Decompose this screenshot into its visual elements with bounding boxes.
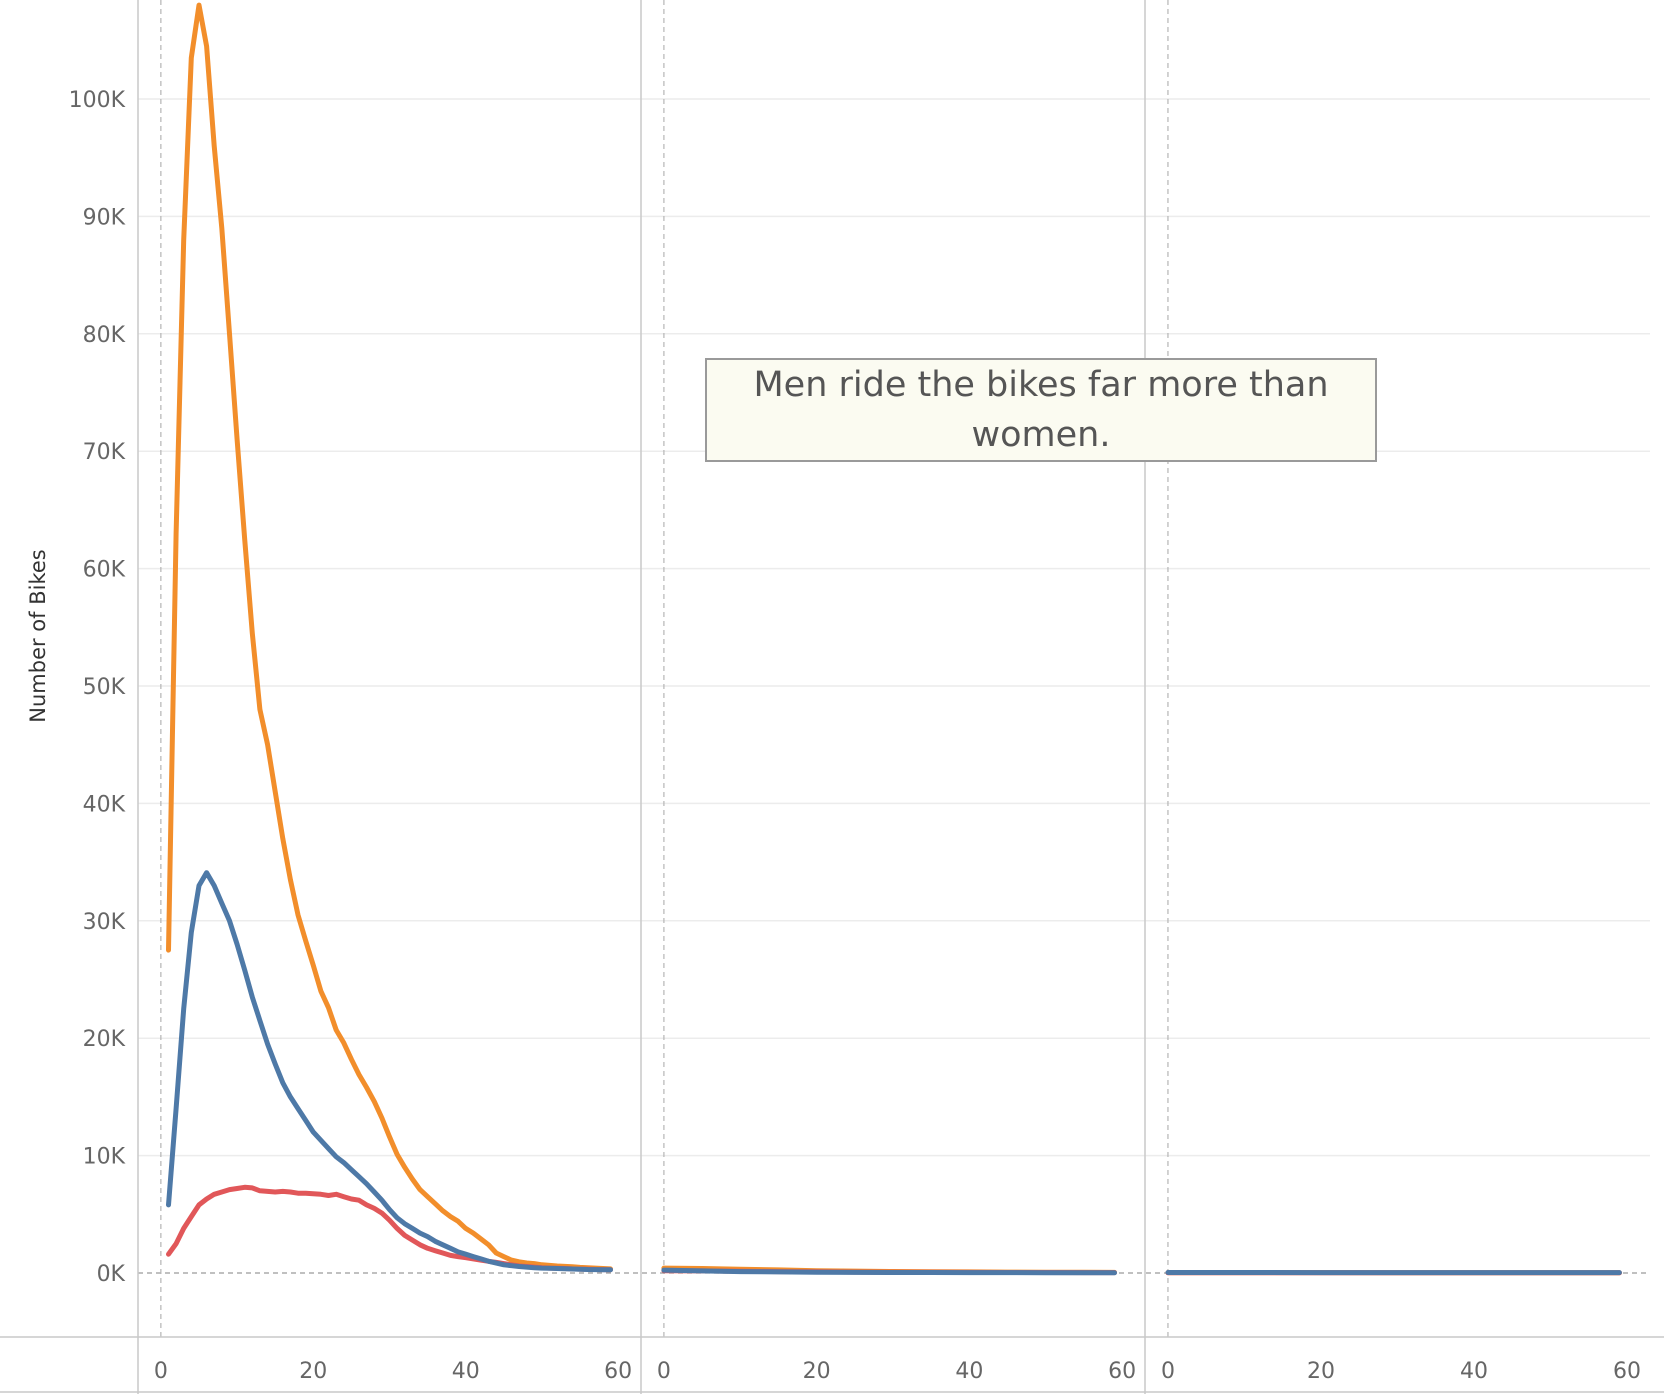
y-tick-label: 30K	[83, 910, 126, 935]
y-tick-label: 70K	[83, 440, 126, 465]
y-tick-label: 0K	[97, 1262, 126, 1287]
grid-layer	[138, 0, 1650, 1337]
y-tick-label: 90K	[83, 205, 126, 230]
series-line	[661, 1267, 1117, 1276]
y-axis-title: Number of Bikes	[26, 549, 50, 722]
x-tick-label: 0	[154, 1359, 168, 1384]
x-tick-label: 20	[803, 1359, 831, 1384]
series-layer	[166, 2, 1622, 1276]
x-tick-label: 60	[1613, 1359, 1641, 1384]
x-tick-label: 40	[452, 1359, 480, 1384]
x-tick-label: 20	[1307, 1359, 1335, 1384]
y-tick-label: 10K	[83, 1145, 126, 1170]
y-axis-tick-labels: 0K 10K 20K 30K 40K 50K 60K 70K 80K 90K 100K	[69, 88, 126, 1287]
x-axis-tick-labels: 0 20 40 60 0 20 40 60 0 20 40 60	[154, 1359, 1641, 1384]
annotation-box: Men ride the bikes far more than women.	[705, 358, 1377, 462]
series-line	[166, 1184, 613, 1273]
annotation-text: Men ride the bikes far more than women.	[753, 365, 1329, 455]
y-tick-label: 60K	[83, 558, 126, 583]
x-tick-label: 60	[1108, 1359, 1136, 1384]
y-tick-label: 50K	[83, 675, 126, 700]
y-tick-label: 100K	[69, 88, 126, 113]
y-tick-label: 20K	[83, 1027, 126, 1052]
x-tick-label: 0	[1161, 1359, 1175, 1384]
x-tick-label: 40	[955, 1359, 983, 1384]
series-line	[166, 870, 613, 1273]
y-tick-label: 80K	[83, 323, 126, 348]
x-tick-label: 20	[299, 1359, 327, 1384]
x-tick-label: 0	[657, 1359, 671, 1384]
x-tick-label: 60	[604, 1359, 632, 1384]
x-tick-label: 40	[1460, 1359, 1488, 1384]
series-line	[166, 2, 613, 1272]
y-tick-label: 40K	[83, 792, 126, 817]
